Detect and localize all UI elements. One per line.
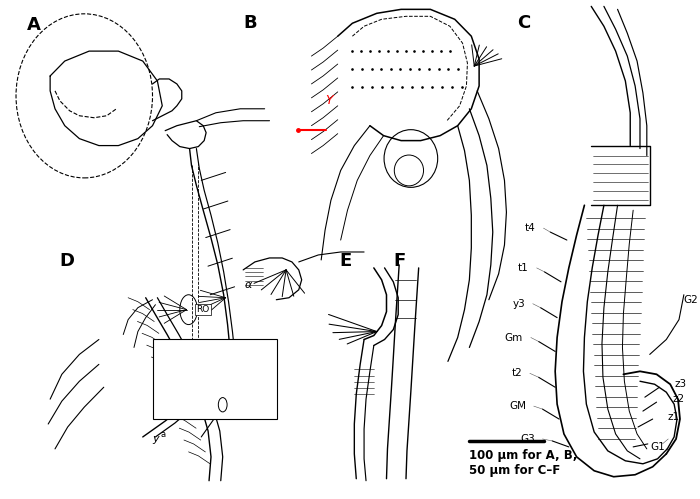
Text: G1: G1 [651,442,666,452]
Text: t2: t2 [511,368,522,378]
Text: B: B [244,14,258,32]
Text: GM: GM [509,401,526,411]
Text: y: y [153,434,159,444]
Text: E: E [340,252,351,270]
Text: 100 μm for A, B,
50 μm for C–F: 100 μm for A, B, 50 μm for C–F [469,449,578,477]
Text: C: C [517,14,530,32]
Text: z1: z1 [667,412,680,422]
Text: G2: G2 [684,295,699,305]
Text: γ: γ [229,400,234,410]
Text: A: A [27,16,41,34]
Bar [153,339,277,419]
Text: G3: G3 [520,434,535,444]
Text: Gm: Gm [505,332,523,342]
Text: t4: t4 [525,223,536,233]
Text: z3: z3 [674,379,686,389]
Text: a: a [160,430,165,439]
Text: t1: t1 [518,263,528,273]
Text: y3: y3 [512,299,525,309]
Text: D: D [60,252,74,270]
Text: α: α [245,280,253,290]
Text: RO: RO [197,305,209,314]
Text: F: F [394,252,406,270]
Text: β: β [229,373,235,383]
Text: α: α [227,349,234,359]
Text: z2: z2 [672,394,685,404]
Text: Y: Y [326,94,333,107]
